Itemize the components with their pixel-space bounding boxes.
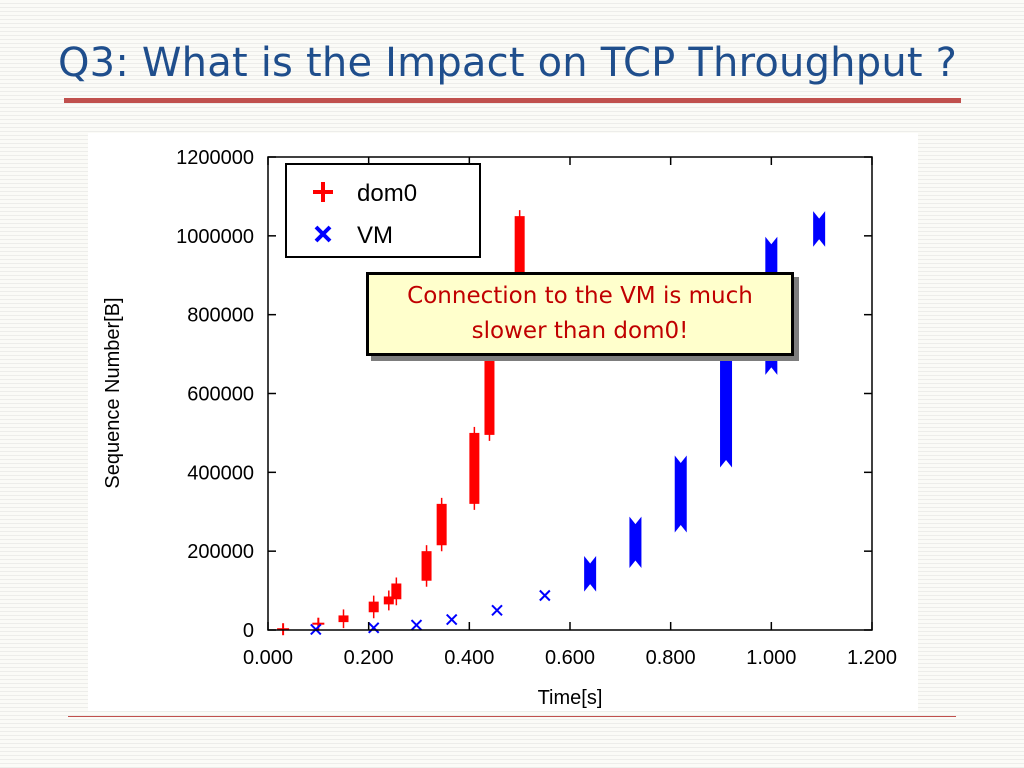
legend-entry-vm: VM <box>314 222 393 249</box>
y-tick-label: 1000000 <box>176 226 254 248</box>
series-dom0 <box>277 210 525 636</box>
x-tick: 0.800 <box>646 157 696 669</box>
x-tick-label: 0.800 <box>646 647 696 669</box>
vm-point-burst <box>674 455 687 533</box>
x-tick: 1.000 <box>746 157 796 669</box>
x-tick-label: 1.000 <box>746 647 796 669</box>
x-axis-title: Time[s] <box>538 687 603 709</box>
x-tick-label: 0.000 <box>243 647 293 669</box>
legend-label: VM <box>357 222 393 249</box>
slide-title: Q3: What is the Impact on TCP Throughput… <box>58 40 958 86</box>
vm-point-burst <box>584 556 597 592</box>
vm-point-burst <box>410 619 423 631</box>
x-tick-label: 0.600 <box>545 647 595 669</box>
legend: dom0 VM <box>285 163 481 258</box>
callout-box: Connection to the VM is much slower than… <box>366 272 794 356</box>
title-underline <box>64 98 961 103</box>
vm-point-burst <box>720 353 733 468</box>
x-tick: 1.200 <box>847 157 897 669</box>
plot-panel <box>88 133 918 711</box>
vm-point-burst <box>539 589 551 602</box>
vm-point-burst <box>446 613 458 626</box>
x-tick: 0.400 <box>444 157 494 669</box>
x-tick-label: 0.400 <box>444 647 494 669</box>
x-tick-label: 1.200 <box>847 647 897 669</box>
y-tick-label: 800000 <box>187 305 254 327</box>
y-axis-title: Sequence Number[B] <box>102 297 124 488</box>
x-tick: 0.000 <box>243 157 293 669</box>
y-tick-label: 1200000 <box>176 147 254 169</box>
y-tick: 400000 <box>187 462 872 484</box>
y-tick-label: 600000 <box>187 384 254 406</box>
axis-ticks: 0.000 0.200 0.400 0.600 0.800 1.000 1.200 0 2000… <box>176 147 897 669</box>
y-tick-label: 400000 <box>187 462 254 484</box>
vm-point-burst <box>813 211 826 247</box>
y-tick: 1200000 <box>176 147 872 169</box>
y-tick: 0 <box>243 620 872 642</box>
legend-label: dom0 <box>357 180 417 207</box>
vm-point-burst <box>629 516 642 568</box>
callout-text: Connection to the VM is much slower than… <box>407 283 753 344</box>
vm-point-burst <box>367 622 380 634</box>
legend-x-marker <box>314 225 332 243</box>
y-tick-label: 200000 <box>187 541 254 563</box>
x-tick-label: 0.200 <box>344 647 394 669</box>
legend-plus-marker <box>313 182 333 202</box>
y-tick: 600000 <box>187 384 872 406</box>
legend-entry-dom0: dom0 <box>313 180 417 207</box>
footer-rule <box>68 716 956 717</box>
y-tick-label: 0 <box>243 620 254 642</box>
y-tick: 800000 <box>187 305 872 327</box>
vm-point-burst <box>491 604 503 616</box>
y-tick: 1000000 <box>176 226 872 248</box>
x-tick: 0.600 <box>545 157 595 669</box>
legend-box <box>285 163 481 258</box>
y-tick: 200000 <box>187 541 872 563</box>
